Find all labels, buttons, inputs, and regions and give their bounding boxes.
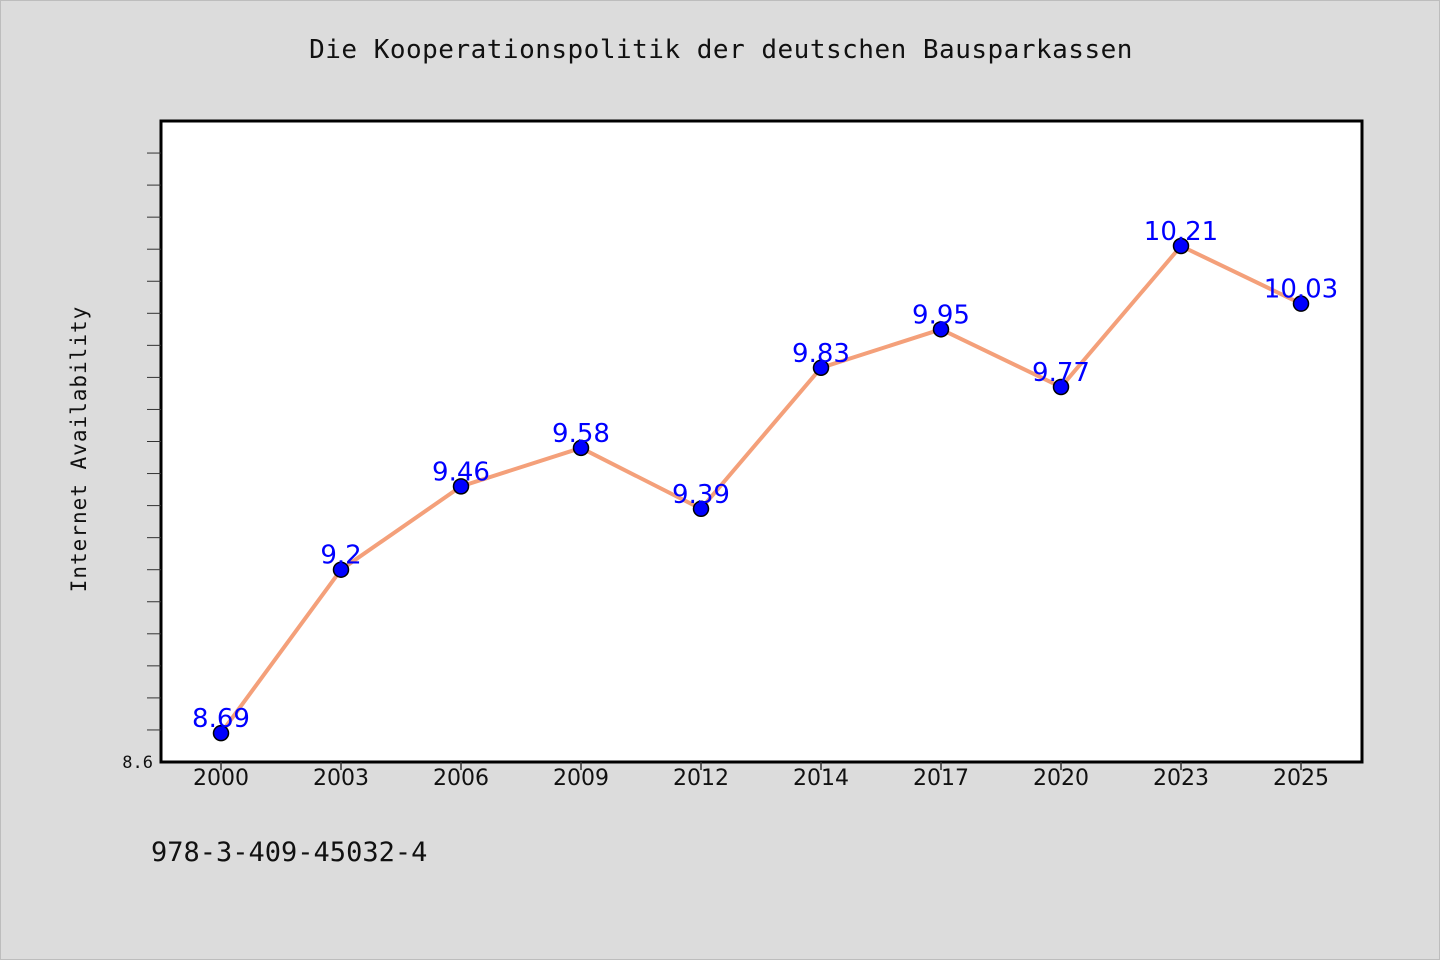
data-point — [212, 724, 230, 742]
data-label: 9.83 — [792, 339, 850, 369]
data-point — [452, 478, 470, 495]
x-tick-label: 2012 — [673, 766, 729, 791]
plot-area — [159, 119, 1364, 764]
data-label: 8.69 — [192, 704, 250, 734]
x-tick-label: 2017 — [913, 766, 969, 791]
x-axis-tick-labels: 2000 2003 2006 2009 2012 2014 2017 2020 2023 2025 — [193, 766, 1329, 791]
data-point — [1172, 237, 1190, 255]
data-point — [932, 321, 950, 338]
y-axis-tick-labels: 8.6 — [122, 753, 153, 773]
data-point — [1052, 378, 1070, 396]
x-tick-label: 2006 — [433, 766, 489, 791]
data-label: 9.2 — [320, 541, 361, 571]
data-labels: 8.69 9.2 9.46 9.58 9.39 9.83 9.95 9.77 10.21 10.0… — [192, 217, 1338, 734]
data-label: 9.77 — [1032, 358, 1090, 388]
data-point — [572, 439, 590, 457]
data-point — [1292, 295, 1310, 312]
data-point — [812, 359, 830, 377]
x-tick-label: 2003 — [313, 766, 369, 791]
series-line-group — [219, 243, 1303, 736]
x-axis-ticks — [220, 762, 1302, 770]
footer-code: 978-3-409-45032-4 — [151, 837, 428, 868]
data-markers — [212, 237, 1310, 742]
x-tick-label: 2023 — [1153, 766, 1209, 791]
data-label: 9.58 — [552, 419, 610, 449]
data-label: 9.95 — [912, 300, 970, 330]
data-label: 9.46 — [432, 457, 490, 487]
y-tick-label: 8.6 — [122, 753, 153, 773]
x-tick-label: 2020 — [1033, 766, 1089, 791]
x-tick-label: 2009 — [553, 766, 609, 791]
chart-title: Die Kooperationspolitik der deutschen Ba… — [309, 35, 1133, 65]
y-axis-ticks — [147, 152, 161, 731]
data-point — [692, 500, 710, 518]
data-label: 9.39 — [672, 480, 730, 510]
x-tick-label: 2025 — [1273, 766, 1329, 791]
x-tick-label: 2014 — [793, 766, 849, 791]
data-label: 10.03 — [1264, 275, 1338, 305]
data-point — [332, 561, 350, 578]
data-label: 10.21 — [1144, 217, 1218, 247]
series-line — [219, 243, 1303, 736]
x-tick-label: 2000 — [193, 766, 249, 791]
